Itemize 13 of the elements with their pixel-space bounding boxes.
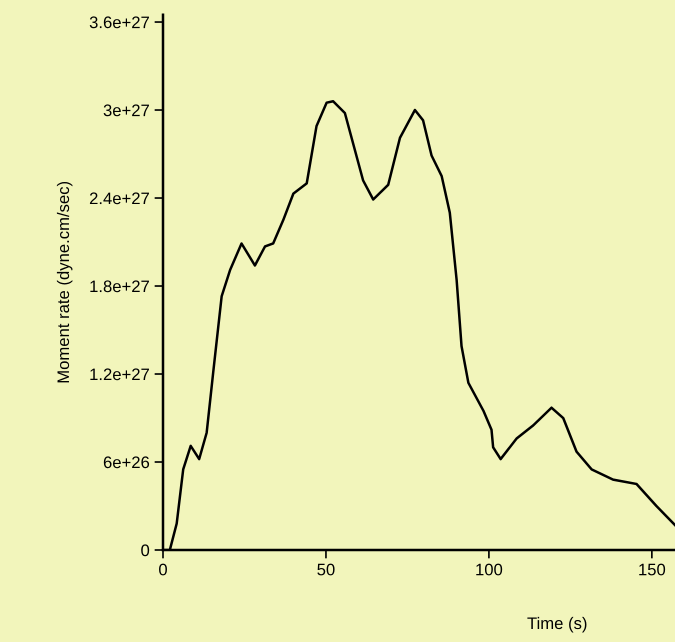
x-tick-label: 0 xyxy=(159,564,167,576)
x-tick-label: 50 xyxy=(317,564,335,576)
y-tick-label: 1.2e+27 xyxy=(90,368,149,380)
x-tick-label: 150 xyxy=(639,564,666,576)
y-tick-label: 1.8e+27 xyxy=(90,280,149,292)
y-tick-label: 2.4e+27 xyxy=(90,192,149,204)
y-tick-label: 0 xyxy=(141,544,150,556)
y-axis-title: Moment rate (dyne.cm/sec) xyxy=(56,182,72,382)
x-tick-label: 100 xyxy=(476,564,502,576)
x-axis-title: Time (s) xyxy=(527,616,586,632)
y-tick-label: 3e+27 xyxy=(104,104,149,116)
y-tick-label: 3.6e+27 xyxy=(90,16,149,28)
y-tick-label: 6e+26 xyxy=(104,456,150,468)
